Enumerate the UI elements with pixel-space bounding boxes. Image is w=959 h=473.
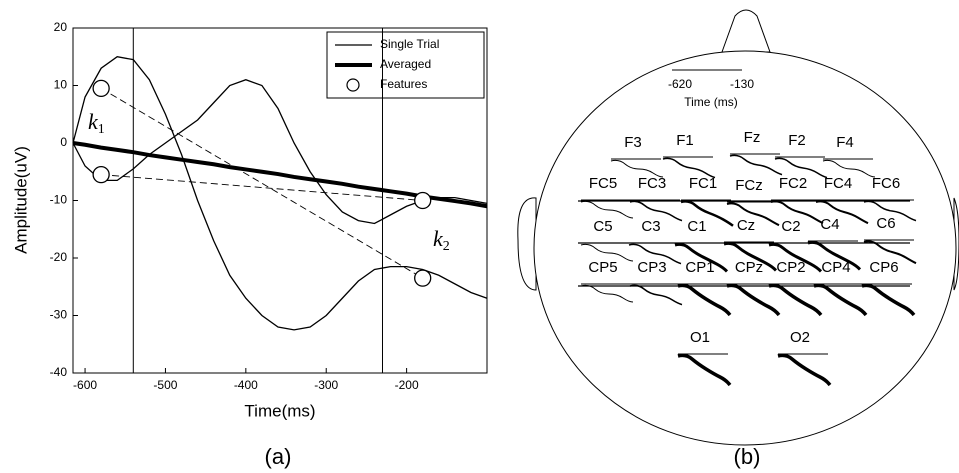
electrode-label: C6 (876, 215, 895, 232)
x-tick-label: -300 (314, 378, 338, 392)
y-tick-label: -20 (50, 250, 68, 264)
series-line (72, 56, 488, 331)
legend-marker (346, 78, 360, 92)
electrode-waveform (813, 283, 868, 317)
electrode-label: FC3 (638, 175, 666, 192)
electrode-label: Fz (744, 129, 761, 146)
feature-point (92, 165, 110, 184)
electrode-waveform (680, 200, 734, 227)
panel-label: (a) (265, 444, 292, 469)
electrode-label: O1 (690, 329, 710, 346)
electrode-waveform (662, 157, 716, 179)
y-tick-label: -10 (50, 193, 68, 207)
x-tick-label: -200 (395, 378, 419, 392)
electrode-waveform (768, 242, 823, 273)
electrode-waveform (674, 242, 729, 273)
electrode-label: C5 (593, 218, 612, 235)
electrode-label: F3 (624, 134, 642, 151)
electrode-label: CPz (735, 259, 763, 276)
x-tick-label: -600 (73, 378, 97, 392)
x-tick-label: -500 (153, 378, 177, 392)
feature-connector (100, 87, 423, 279)
y-tick-label: 0 (60, 135, 67, 149)
electrode-label: CP1 (685, 259, 714, 276)
annotation-text: k (88, 109, 99, 134)
electrode-waveform (863, 240, 917, 265)
feature-point (92, 79, 110, 98)
electrode-label: FC2 (779, 175, 807, 192)
electrode-waveform (822, 159, 876, 178)
feature-connector (101, 174, 423, 201)
nose (721, 9, 771, 53)
electrode-waveform (580, 284, 634, 303)
electrode-waveform (815, 200, 869, 225)
electrode-label: CP3 (637, 259, 666, 276)
electrode-label: CP6 (869, 259, 898, 276)
electrode-waveform (610, 159, 664, 178)
electrode-waveform (629, 200, 683, 222)
annotation-sub: 1 (98, 122, 105, 137)
scale-label: -620 (668, 77, 692, 91)
electrode-label: CP5 (588, 259, 617, 276)
electrode-waveform (863, 200, 917, 222)
electrode-waveform (580, 200, 634, 219)
electrode-waveform (729, 154, 783, 176)
feature-point (414, 269, 432, 287)
electrode-waveform (629, 284, 683, 306)
electrode-label: CP2 (776, 259, 805, 276)
electrode-label: F2 (788, 132, 806, 149)
legend-label: Features (380, 77, 427, 91)
electrode-waveform (807, 240, 862, 271)
y-axis-label: Amplitude(uV) (11, 146, 30, 254)
electrode-waveform (580, 243, 634, 262)
y-tick-label: -30 (50, 308, 68, 322)
electrode-label: CP4 (821, 259, 850, 276)
annotation: k1 (88, 109, 105, 137)
electrode-waveform (723, 241, 778, 272)
electrode-waveform (768, 283, 823, 317)
feature-point (414, 191, 432, 210)
y-tick-label: 20 (54, 20, 68, 34)
x-tick-label: -400 (234, 378, 258, 392)
electrode-waveform (726, 283, 781, 317)
electrode-label: C4 (820, 216, 839, 233)
panel-label: (b) (734, 444, 761, 469)
ear (517, 197, 537, 291)
electrode-waveform (770, 200, 824, 225)
electrode-label: F4 (836, 134, 854, 151)
electrode-label: FC6 (872, 175, 900, 192)
electrode-waveform (677, 283, 732, 317)
electrode-label: FC4 (824, 175, 852, 192)
legend-label: Averaged (380, 57, 431, 71)
y-tick-label: -40 (50, 365, 68, 379)
electrode-waveform (777, 353, 832, 387)
y-tick-label: 10 (54, 78, 68, 92)
electrode-label: C3 (641, 218, 660, 235)
electrode-waveform (861, 283, 916, 317)
annotation: k2 (433, 226, 450, 254)
electrode-label: C2 (781, 218, 800, 235)
electrode-waveform (628, 243, 682, 265)
head (517, 9, 959, 446)
electrode-label: FC1 (689, 175, 717, 192)
electrode-label: Cz (737, 217, 755, 234)
electrode-label: O2 (790, 329, 810, 346)
legend-label: Single Trial (380, 37, 439, 51)
electrode-waveform (726, 202, 780, 227)
electrode-label: F1 (676, 132, 694, 149)
scale-title: Time (ms) (684, 95, 738, 109)
annotation-sub: 2 (443, 239, 450, 254)
electrode-waveform (677, 353, 732, 387)
electrode-label: FC5 (589, 175, 617, 192)
scale-label: -130 (730, 77, 754, 91)
electrode-label: FCz (735, 177, 763, 194)
electrode-waveform (774, 157, 828, 179)
electrode-label: C1 (687, 218, 706, 235)
head-outline (533, 50, 957, 446)
annotation-text: k (433, 226, 444, 251)
x-axis-label: Time(ms) (244, 401, 315, 420)
